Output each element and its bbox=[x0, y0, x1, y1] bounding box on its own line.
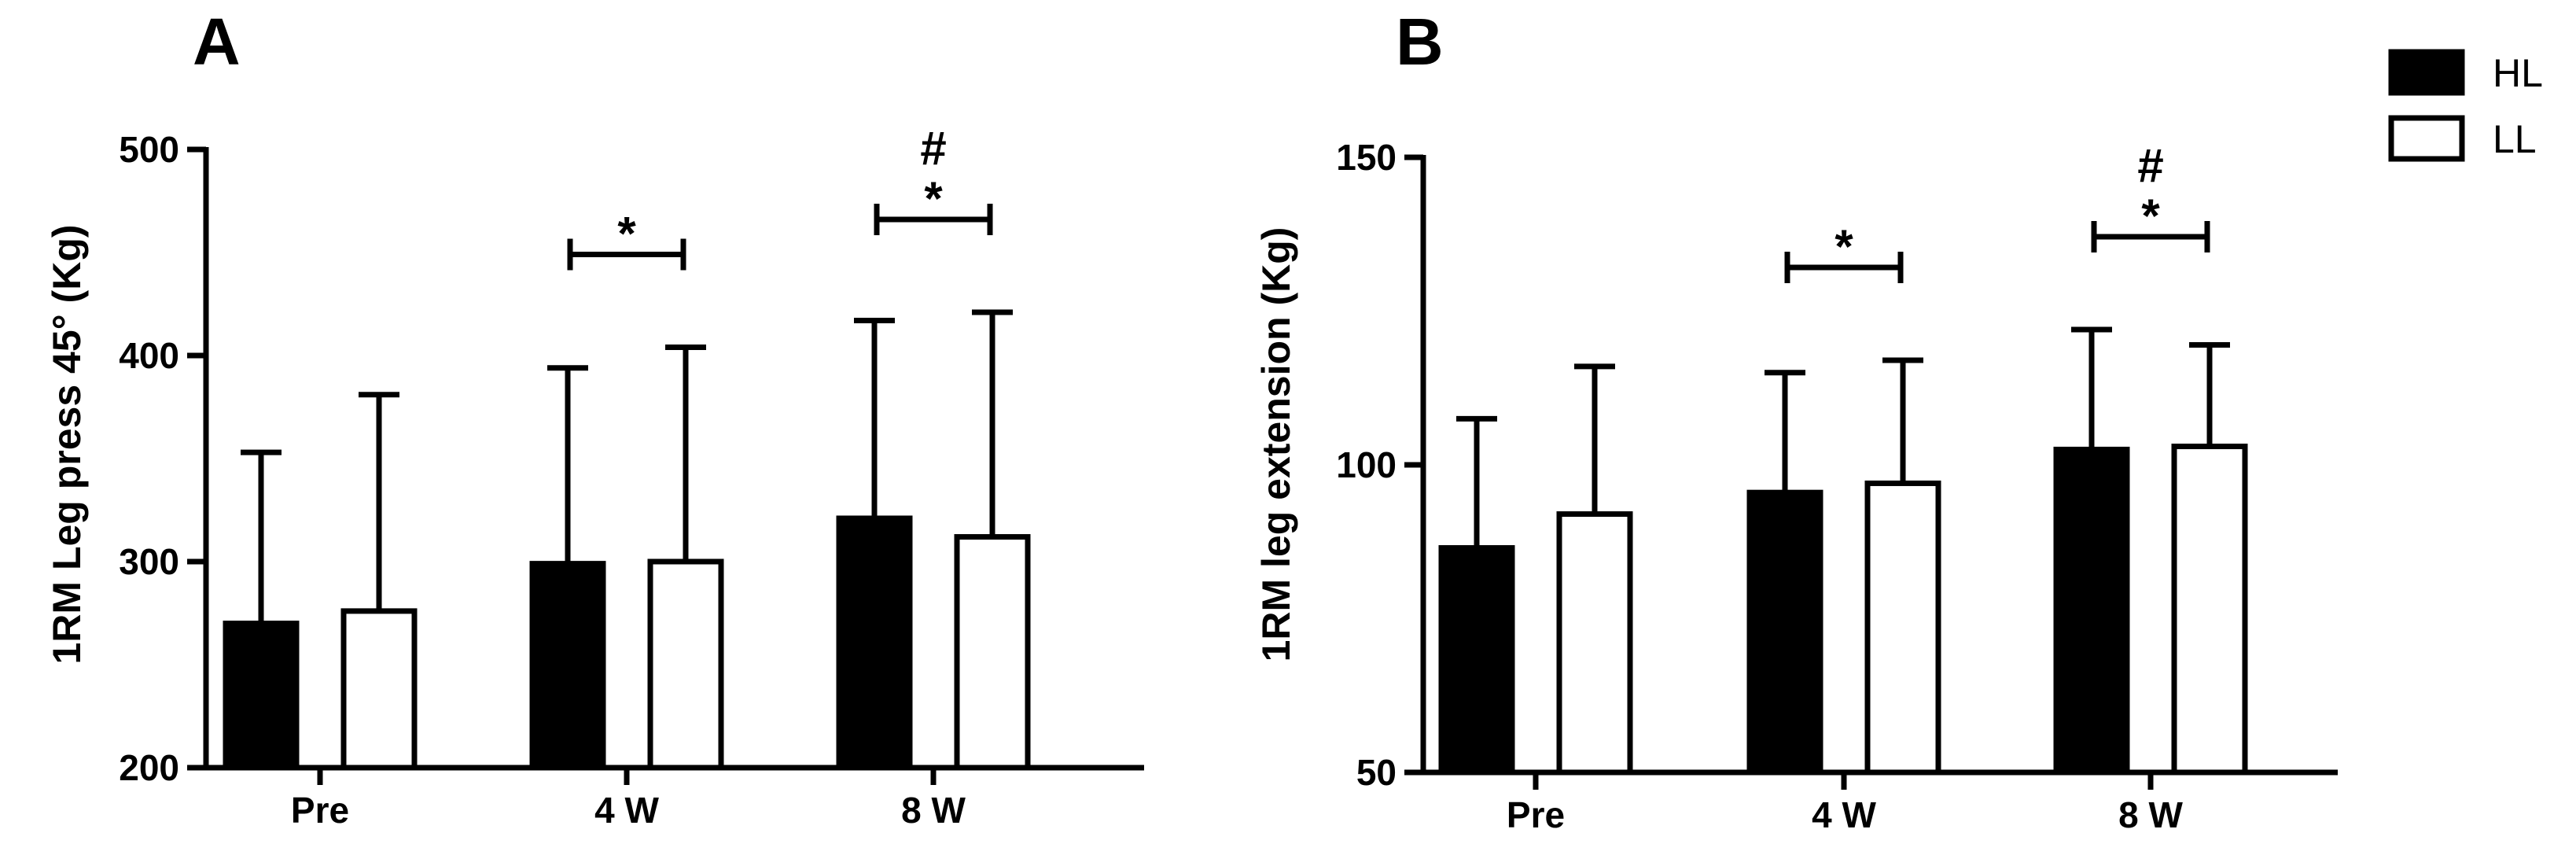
category-label: 8 W bbox=[2118, 794, 2183, 835]
category-label: Pre bbox=[291, 790, 349, 831]
panel-b: B 1RM leg extension (Kg) 50 100 150 Pre 4 W 8… bbox=[1254, 5, 2338, 835]
bar-hl bbox=[1746, 489, 1823, 776]
y-tick-label: 500 bbox=[119, 129, 179, 170]
category-label: 4 W bbox=[594, 790, 659, 831]
significance-asterisk: * bbox=[2141, 190, 2160, 242]
category-label: 8 W bbox=[901, 790, 966, 831]
legend: HL LL bbox=[2388, 49, 2543, 162]
y-tick-label: 150 bbox=[1336, 137, 1397, 178]
y-tick-label: 300 bbox=[119, 541, 179, 582]
significance-hash: # bbox=[2137, 139, 2163, 192]
significance-asterisk: * bbox=[924, 172, 943, 225]
bar-ll bbox=[954, 534, 1031, 771]
legend-label: HL bbox=[2493, 51, 2543, 95]
bar-ll bbox=[1864, 480, 1941, 776]
significance-asterisk: * bbox=[617, 208, 636, 260]
category-label: Pre bbox=[1507, 794, 1565, 835]
panel-a-y-axis-title: 1RM Leg press 45° (Kg) bbox=[45, 224, 89, 664]
bar-hl bbox=[836, 515, 913, 771]
y-tick-label: 100 bbox=[1336, 444, 1397, 485]
bar-hl bbox=[223, 621, 300, 771]
y-tick-label: 200 bbox=[119, 747, 179, 788]
y-tick-label: 400 bbox=[119, 335, 179, 376]
bar-ll bbox=[647, 558, 724, 771]
panel-b-letter: B bbox=[1396, 5, 1444, 79]
significance-asterisk: * bbox=[1834, 220, 1853, 273]
panel-a: A 1RM Leg press 45° (Kg) 200 300 400 500 Pre… bbox=[45, 5, 1144, 831]
panel-a-letter: A bbox=[193, 5, 241, 79]
legend-label: LL bbox=[2493, 117, 2537, 161]
panel-b-y-axis-title: 1RM leg extension (Kg) bbox=[1254, 227, 1298, 662]
bar-hl bbox=[529, 561, 606, 771]
category-label: 4 W bbox=[1812, 794, 1876, 835]
bar-ll bbox=[1556, 511, 1633, 776]
bar-ll bbox=[2171, 444, 2248, 776]
legend-swatch-ll bbox=[2388, 115, 2465, 162]
bar-ll bbox=[340, 608, 418, 771]
legend-swatch-hl bbox=[2388, 49, 2465, 96]
significance-hash: # bbox=[920, 122, 946, 175]
y-tick-label: 50 bbox=[1356, 752, 1397, 793]
bar-hl bbox=[2053, 446, 2130, 776]
bar-hl bbox=[1438, 545, 1515, 776]
